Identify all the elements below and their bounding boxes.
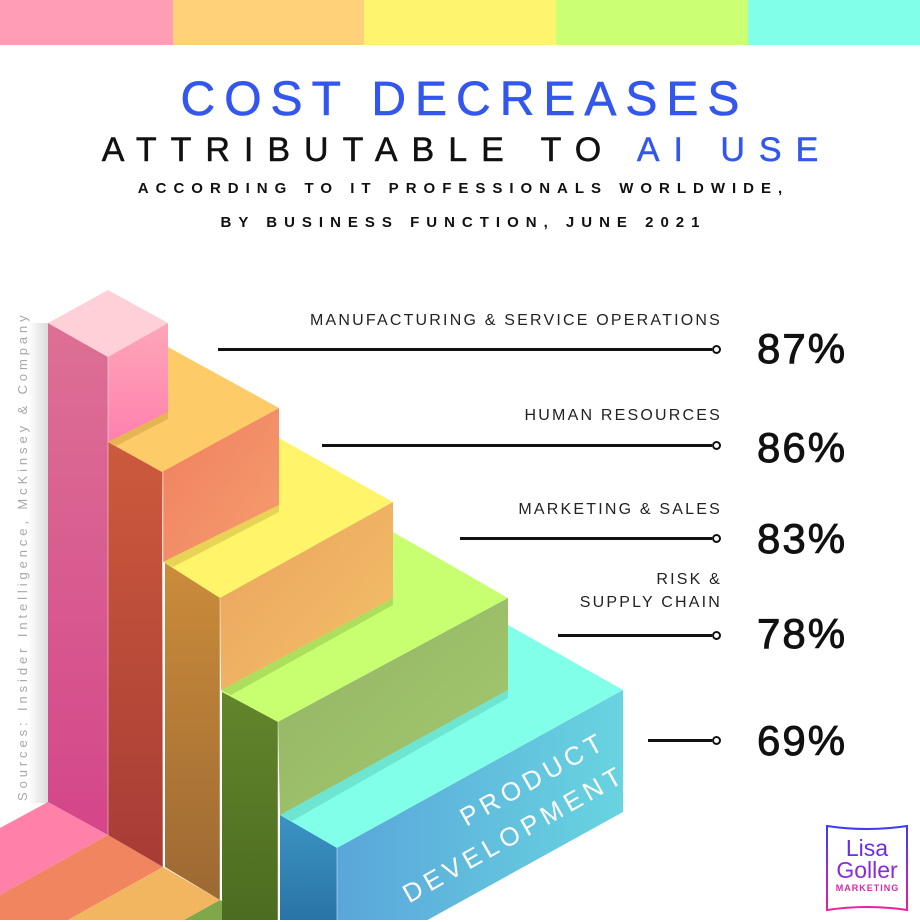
leader-line-manufacturing <box>218 347 712 351</box>
source-note: Sources: Insider Intelligence, McKinsey … <box>15 311 30 801</box>
block-ledge-shadow <box>280 690 508 821</box>
label-risk-line-1: RISK & <box>656 571 722 588</box>
leader-line-marketing-sales <box>460 536 712 540</box>
color-bars <box>0 0 920 45</box>
label-risk-line-2: SUPPLY CHAIN <box>579 594 722 611</box>
floor-orange <box>0 835 163 920</box>
value-human-resources: 86% <box>757 423 848 471</box>
block-left-face <box>108 442 163 867</box>
block-top <box>48 290 168 357</box>
subtitle-line-2: BY BUSINESS FUNCTION, JUNE 2021 <box>220 214 707 231</box>
color-bar-orange <box>173 0 364 45</box>
title-line-2: ATTRIBUTABLE TO AI USE <box>0 131 920 169</box>
title-line-1: COST DECREASES <box>180 73 749 126</box>
leader-dot-icon <box>711 533 721 543</box>
value-marketing-sales: 83% <box>757 514 848 562</box>
block-ledge-shadow <box>221 598 393 695</box>
label-human-resources: HUMAN RESOURCES <box>524 407 722 424</box>
leader-dot-icon <box>711 630 721 640</box>
column-shadow <box>28 323 48 803</box>
block-left-face <box>222 692 278 920</box>
block-ledge-shadow <box>108 412 168 446</box>
block-right-face <box>108 323 168 442</box>
block-ledge-shadow <box>163 505 279 567</box>
logo-text-lisa: Lisa <box>845 835 889 861</box>
subtitle-line-1: ACCORDING TO IT PROFESSIONALS WORLDWIDE, <box>137 180 790 197</box>
block-right-face <box>278 598 508 815</box>
color-bar-cyan <box>748 0 920 45</box>
leader-dot-icon <box>711 735 721 745</box>
block-left-face <box>48 323 108 835</box>
color-bar-green <box>556 0 748 45</box>
logo-frame <box>826 824 908 912</box>
title-line-2-main: ATTRIBUTABLE TO <box>101 131 637 169</box>
logo-text-goller: Goller <box>836 857 898 883</box>
block-right-face <box>162 408 279 562</box>
label-marketing-sales: MARKETING & SALES <box>518 501 722 518</box>
leader-line-risk-supply-chain <box>558 633 712 637</box>
leader-dot-icon <box>711 344 721 354</box>
leader-line-product-development <box>648 738 712 742</box>
leader-line-human-resources <box>322 443 712 447</box>
color-bar-yellow <box>364 0 556 45</box>
block-left-face <box>280 815 337 920</box>
color-bar-pink <box>0 0 173 45</box>
value-product-development: 69% <box>757 716 848 764</box>
floor-pink <box>0 802 108 895</box>
edge-highlights <box>107 357 338 920</box>
block-right-face <box>337 690 623 920</box>
value-risk-supply-chain: 78% <box>757 609 848 657</box>
block-right-face <box>220 502 393 690</box>
block-manufacturing <box>48 290 168 835</box>
label-manufacturing: MANUFACTURING & SERVICE OPERATIONS <box>309 312 722 329</box>
leader-dot-icon <box>711 440 721 450</box>
block-left-face <box>165 563 220 900</box>
floor-stripes <box>0 802 256 920</box>
floor-yellow <box>68 867 220 920</box>
title-line-2-accent: AI USE <box>636 131 833 169</box>
value-manufacturing: 87% <box>757 324 848 372</box>
logo-text-marketing: MARKETING <box>835 883 900 893</box>
